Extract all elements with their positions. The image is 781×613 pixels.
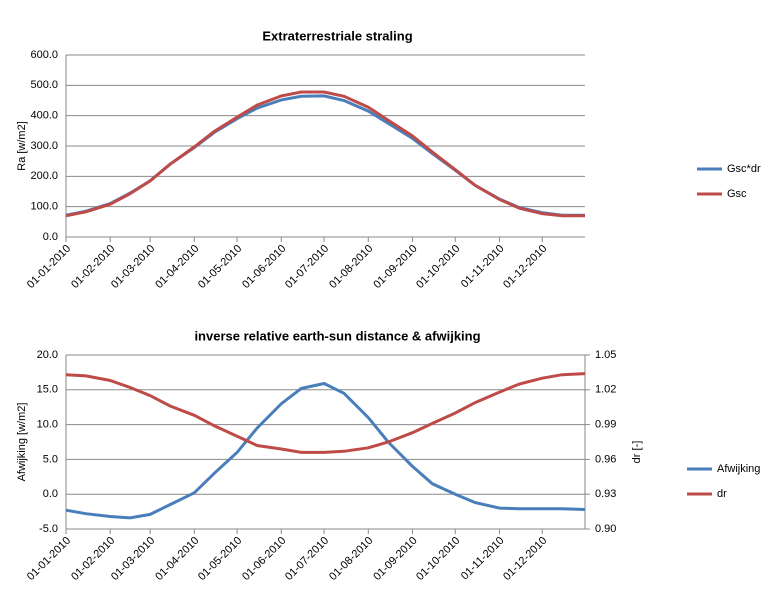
y-tick-label: 0.0	[43, 231, 58, 243]
x-tick-label: 01-01-2010	[25, 535, 73, 583]
x-tick-label: 01-04-2010	[153, 243, 201, 291]
x-tick-label: 01-10-2010	[414, 535, 462, 583]
x-tick-label: 01-12-2010	[501, 535, 549, 583]
y-tick-label: -5.0	[39, 523, 58, 535]
y-axis-label: Afwijking [w/m2]	[16, 403, 28, 482]
x-tick-label: 01-10-2010	[414, 243, 462, 291]
x-tick-label: 01-11-2010	[459, 243, 507, 291]
y-tick-label: 300.0	[30, 140, 58, 152]
legend-label: Gsc*dr	[727, 163, 761, 175]
x-tick-label: 01-07-2010	[283, 535, 331, 583]
y2-tick-label: 1.02	[595, 384, 616, 396]
series-line	[65, 90, 585, 218]
y2-tick-label: 0.99	[595, 419, 616, 431]
x-tick-label: 01-09-2010	[371, 243, 419, 291]
y-tick-label: 15.0	[37, 384, 58, 396]
x-tick-label: 01-01-2010	[25, 243, 73, 291]
series-line	[65, 381, 586, 520]
y-tick-label: 10.0	[37, 419, 58, 431]
series-line	[65, 94, 585, 217]
legend-label: Afwijking	[717, 463, 760, 475]
legend-label: dr	[717, 488, 727, 500]
series-line	[65, 372, 586, 454]
x-tick-label: 01-08-2010	[327, 243, 375, 291]
chart-title: Extraterrestriale straling	[262, 28, 412, 43]
y2-tick-label: 0.96	[595, 453, 616, 465]
y-tick-label: 400.0	[30, 110, 58, 122]
y-tick-label: 0.0	[43, 488, 58, 500]
x-tick-label: 01-08-2010	[327, 535, 375, 583]
x-tick-label: 01-03-2010	[109, 535, 157, 583]
legend-label: Gsc	[727, 188, 747, 200]
y-tick-label: 600.0	[30, 49, 58, 61]
y-tick-label: 5.0	[43, 453, 58, 465]
x-tick-label: 01-03-2010	[109, 243, 157, 291]
x-tick-label: 01-06-2010	[240, 535, 288, 583]
x-tick-label: 01-04-2010	[153, 535, 201, 583]
x-tick-label: 01-07-2010	[283, 243, 331, 291]
y-axis-label: Ra [w/m2]	[16, 121, 28, 171]
x-tick-label: 01-05-2010	[196, 535, 244, 583]
y2-tick-label: 0.90	[595, 523, 616, 535]
x-tick-label: 01-06-2010	[240, 243, 288, 291]
y-tick-label: 20.0	[37, 349, 58, 361]
y-tick-label: 500.0	[30, 79, 58, 91]
y2-tick-label: 0.93	[595, 488, 616, 500]
chart-title: inverse relative earth-sun distance & af…	[194, 328, 480, 343]
x-tick-label: 01-12-2010	[501, 243, 549, 291]
x-tick-label: 01-09-2010	[371, 535, 419, 583]
x-tick-label: 01-05-2010	[196, 243, 244, 291]
y2-axis-label: dr [-]	[631, 441, 643, 464]
y2-tick-label: 1.05	[595, 349, 616, 361]
y-tick-label: 200.0	[30, 170, 58, 182]
x-tick-label: 01-11-2010	[459, 535, 507, 583]
y-tick-label: 100.0	[30, 201, 58, 213]
